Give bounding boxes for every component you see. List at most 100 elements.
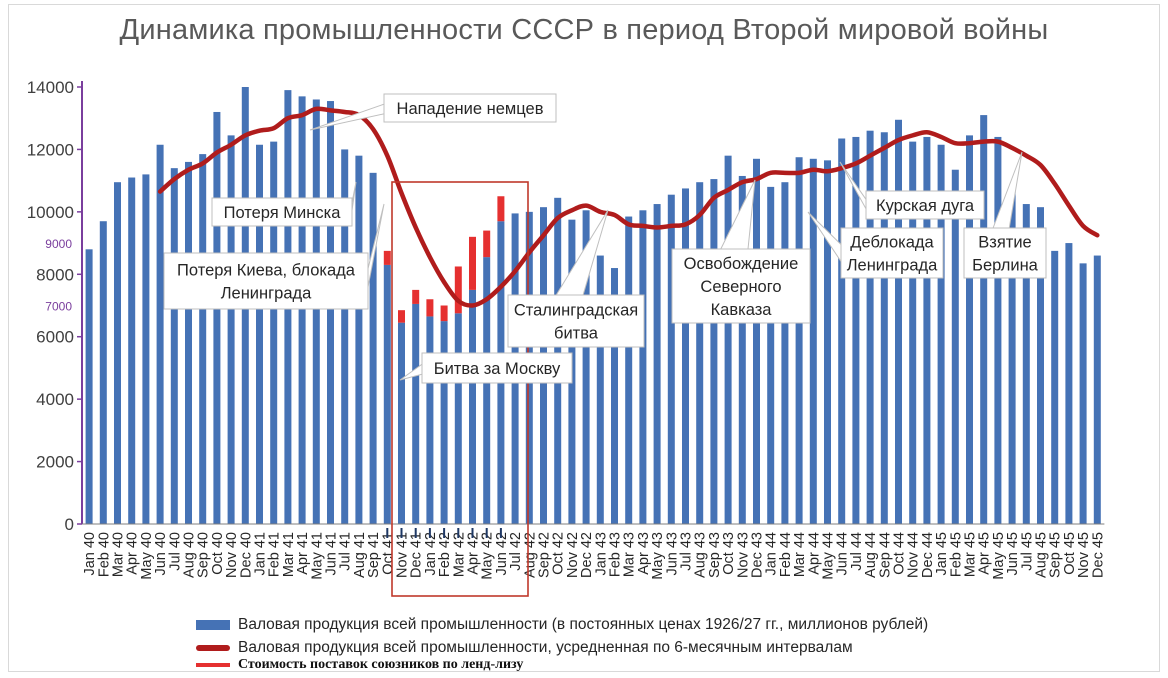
x-tick-label: Oct 42 [551,532,567,575]
legend-item-bars: Валовая продукция всей промышленности (в… [196,616,928,634]
x-tick-label: Sep 42 [537,532,553,578]
callout-label: Северного [700,278,781,296]
x-tick-label: Feb 43 [608,532,624,577]
x-tick-label: Jul 43 [679,532,695,571]
bar-feb-40 [99,221,107,524]
bar-apr-45 [980,115,988,524]
x-tick-label: Jul 42 [508,532,524,571]
x-tick-label: Dec 43 [750,532,766,578]
callout-label: Потеря Минска [224,204,342,222]
x-tick-label: Jul 40 [167,532,183,571]
x-tick-label: Apr 45 [977,532,993,575]
callout-label: Освобождение [684,255,799,273]
bar-jul-40 [170,168,178,524]
bar-apr-42 [469,289,476,524]
legend-label-line: Валовая продукция всей промышленности, у… [238,639,853,656]
lendlease-segment [469,236,476,290]
x-tick-label: Mar 40 [111,532,127,577]
bar-mar-45 [966,135,973,524]
y-tick-label: 10000 [27,203,74,222]
lendlease-segment [383,250,391,265]
annotation-callout: Потеря Минска [211,181,357,227]
x-tick-label: Sep 45 [1048,532,1064,578]
bar-dec-43 [753,158,760,525]
x-tick-label: Jul 45 [1019,532,1035,571]
y-tick-label: 8000 [36,265,74,284]
callout-label: Ленинграда [847,257,938,275]
x-tick-label: Jul 44 [849,532,865,571]
bar-oct-40 [213,111,221,524]
bar-sep-41 [369,172,377,524]
bar-apr-41 [298,96,306,524]
lendlease-segment [483,230,491,258]
annotation-callout: Взятие Берлина [963,151,1047,279]
callout-label: Берлина [972,257,1039,275]
x-tick-label: Feb 44 [778,532,794,577]
x-tick-label: Dec 40 [238,532,254,578]
x-tick-label: Apr 41 [295,532,311,575]
callout-label: Ленинграда [221,285,312,303]
x-tick-label: Feb 41 [267,532,283,577]
callout-box [963,227,1047,279]
x-tick-label: Sep 40 [196,532,212,578]
x-tick-label: May 43 [650,532,666,580]
annotation-callout: Освобождение Северного Кавказа [671,179,811,324]
x-tick-label: Nov 43 [735,532,751,578]
x-tick-label: Jun 43 [664,532,680,576]
bar-may-43 [653,204,661,524]
bar-jan-41 [256,144,263,524]
bar-jan-42 [426,316,434,524]
callout-box [421,352,573,384]
annotation-callout: Курская дуга [839,161,985,220]
bar-oct-41 [383,264,391,524]
chart-frame [8,4,1160,672]
x-tick-label: May 40 [139,532,155,580]
bar-aug-45 [1037,207,1044,525]
bar-jan-40 [85,249,93,525]
bar-jun-41 [327,101,334,525]
x-tick-label: Aug 44 [863,532,879,578]
bar-jan-45 [937,144,945,524]
bar-jul-43 [682,188,689,525]
x-tick-label: Oct 45 [1062,532,1078,575]
legend-swatch-lendlease [196,663,230,667]
legend-item-line: Валовая продукция всей промышленности, у… [196,639,853,657]
x-tick-label: Feb 40 [96,532,112,577]
x-tick-label: Jan 45 [934,532,950,576]
bar-nov-41 [398,322,405,524]
x-tick-label: Feb 45 [948,532,964,577]
legend-swatch-line [196,645,230,651]
x-tick-label: Nov 45 [1076,532,1092,578]
x-tick-label: Feb 42 [437,532,453,577]
x-tick-label: Mar 45 [963,532,979,577]
x-tick-label: Nov 42 [565,532,581,578]
x-tick-label: Mar 42 [451,532,467,577]
x-tick-label: May 45 [991,532,1007,580]
x-tick-label: Aug 45 [1034,532,1050,578]
y-tick-label: 12000 [27,140,74,159]
annotation-callout: Потеря Киева, блокада Ленинграда [163,203,385,310]
bar-may-44 [824,160,831,524]
callout-label: Потеря Киева, блокада [177,262,356,280]
callout-box [840,227,944,279]
lendlease-segment [426,299,434,317]
y-tick-label: 2000 [36,453,74,472]
y-tick-label: 14000 [27,78,74,97]
x-tick-label: Jun 41 [324,532,340,576]
callout-label: Курская дуга [876,197,975,215]
lendlease-segment [398,310,405,323]
bar-feb-43 [611,268,618,524]
x-tick-label: Sep 44 [877,532,893,578]
bar-mar-43 [625,216,633,524]
bar-aug-43 [696,182,704,525]
bar-sep-45 [1051,250,1059,524]
callout-box [865,190,985,220]
bar-feb-44 [781,182,789,525]
lendlease-segment [440,305,448,322]
bar-oct-43 [724,155,732,524]
bar-apr-44 [809,158,817,525]
x-tick-label: Jun 45 [1005,532,1021,576]
y-extra-tick-label: 9000 [45,237,72,251]
y-tick-label: 0 [65,515,74,534]
bar-may-40 [142,174,150,524]
